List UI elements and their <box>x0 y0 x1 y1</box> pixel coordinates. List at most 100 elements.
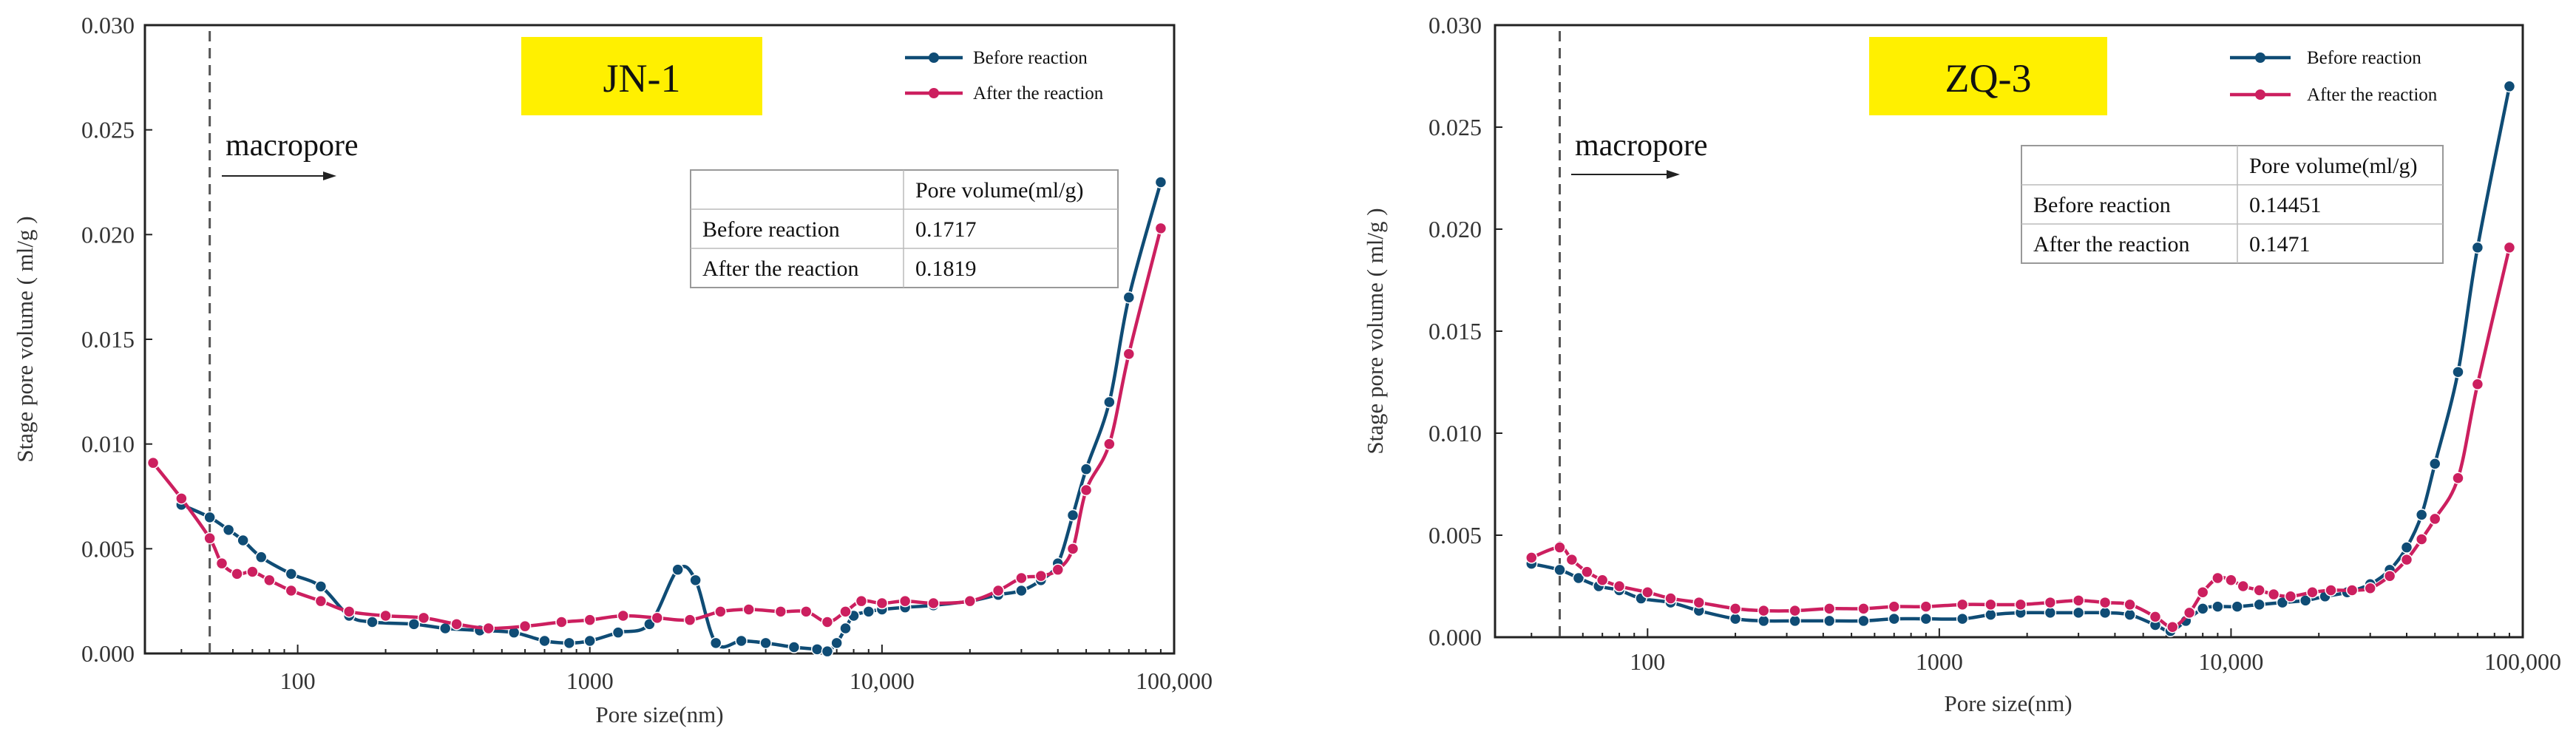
data-point-before <box>1984 608 1997 621</box>
macropore-arrow-head <box>1667 170 1680 179</box>
data-point-before <box>1066 509 1079 522</box>
pore-volume-table <box>2021 145 2444 264</box>
data-point-after <box>1034 569 1048 583</box>
data-point-after <box>379 609 392 622</box>
x-axis-label: Pore size(nm) <box>1944 690 2072 716</box>
data-point-before <box>2471 241 2484 254</box>
data-point-after <box>2072 594 2085 607</box>
data-point-after <box>1051 563 1065 576</box>
data-point-after <box>1122 347 1136 361</box>
data-point-before <box>810 643 824 656</box>
data-point-after <box>417 611 430 625</box>
macropore-label: macropore <box>1575 129 1708 163</box>
data-point-before <box>1079 463 1093 475</box>
data-point-before <box>709 636 722 650</box>
data-point-after <box>518 619 532 633</box>
chart-title-box <box>521 37 762 115</box>
table-row-value: 0.1819 <box>915 257 977 281</box>
data-point-after <box>839 605 852 618</box>
pore-volume-table <box>690 169 1119 288</box>
y-axis-label: Stage pore volume ( ml/g ) <box>12 216 38 462</box>
data-point-after <box>2267 588 2280 601</box>
y-tick-label: 0.000 <box>1428 624 1482 651</box>
data-point-after <box>1553 541 1566 554</box>
data-point-after <box>342 605 356 618</box>
data-point-before <box>583 634 596 648</box>
data-point-after <box>1789 604 1801 617</box>
data-point-before <box>203 511 216 524</box>
data-point-after <box>2044 596 2057 609</box>
legend-marker-after <box>2255 89 2265 100</box>
data-point-after <box>1857 602 1870 615</box>
y-tick-label: 0.025 <box>1428 114 1482 140</box>
x-tick-label: 10,000 <box>2198 648 2263 675</box>
table-header: Pore volume(ml/g) <box>2249 154 2417 178</box>
data-point-before <box>1888 612 1901 625</box>
data-point-after <box>1079 483 1093 497</box>
y-tick-label: 0.030 <box>81 12 135 38</box>
legend-marker-after <box>929 88 939 98</box>
data-point-after <box>2183 606 2196 619</box>
table-row-label: Before reaction <box>2033 193 2171 217</box>
data-point-after <box>651 611 664 625</box>
data-point-after <box>555 616 568 628</box>
data-point-after <box>1758 604 1770 617</box>
data-point-after <box>2211 571 2224 585</box>
x-tick-label: 100 <box>1630 648 1665 675</box>
data-point-after <box>1692 596 1706 609</box>
data-point-after <box>2364 582 2376 595</box>
legend-marker-before <box>2255 52 2265 63</box>
data-point-after <box>1015 571 1028 585</box>
data-point-after <box>2014 598 2027 611</box>
table-header: Pore volume(ml/g) <box>915 178 1083 203</box>
data-point-after <box>2452 472 2464 484</box>
data-point-before <box>1122 291 1136 304</box>
data-point-after <box>992 584 1005 597</box>
y-tick-label: 0.025 <box>81 117 135 143</box>
data-point-before <box>2400 541 2413 554</box>
chart-title: ZQ-3 <box>1945 56 2032 101</box>
data-point-after <box>2306 586 2319 599</box>
data-point-after <box>2428 512 2441 526</box>
data-point-after <box>1066 543 1079 555</box>
data-point-before <box>1103 395 1116 409</box>
data-point-after <box>2253 584 2265 597</box>
data-point-after <box>742 603 755 616</box>
chart-panel-2: 0.000 0.005 0.010 0.015 0.020 0.025 0.030 100 10… <box>1362 12 2561 716</box>
data-point-after <box>683 614 696 626</box>
data-point-after <box>821 616 834 628</box>
data-point-after <box>1596 574 1609 586</box>
data-point-before <box>611 626 625 639</box>
data-point-before <box>839 622 852 635</box>
x-axis-label: Pore size(nm) <box>595 702 723 727</box>
data-point-before <box>671 563 684 576</box>
table-row-label: After the reaction <box>2033 232 2190 257</box>
legend-marker-before <box>929 52 939 63</box>
table-row-value: 0.1717 <box>915 217 977 242</box>
macropore-label: macropore <box>226 129 359 163</box>
data-point-before <box>538 634 551 648</box>
data-point-before <box>1015 584 1028 597</box>
table-row-label: After the reaction <box>702 257 859 281</box>
y-tick-label: 0.000 <box>81 640 135 667</box>
x-tick-label: 100,000 <box>2484 648 2561 675</box>
data-point-after <box>583 614 596 626</box>
data-point-before <box>787 641 801 653</box>
data-point-before <box>2231 600 2244 613</box>
data-point-before <box>862 605 875 618</box>
data-point-after <box>2503 241 2516 254</box>
data-point-before <box>407 618 421 631</box>
data-point-before <box>237 534 249 547</box>
data-point-before <box>1553 563 1566 577</box>
data-point-after <box>774 605 787 618</box>
data-point-after <box>875 597 889 610</box>
data-point-before <box>1823 614 1836 628</box>
data-point-after <box>1823 602 1836 615</box>
y-tick-label: 0.015 <box>81 326 135 353</box>
data-point-before <box>563 636 576 650</box>
data-point-before <box>2098 606 2112 619</box>
data-point-after <box>1641 586 1654 599</box>
table-row-value: 0.1471 <box>2249 232 2311 257</box>
data-point-after <box>263 574 276 587</box>
data-point-after <box>1613 580 1626 593</box>
